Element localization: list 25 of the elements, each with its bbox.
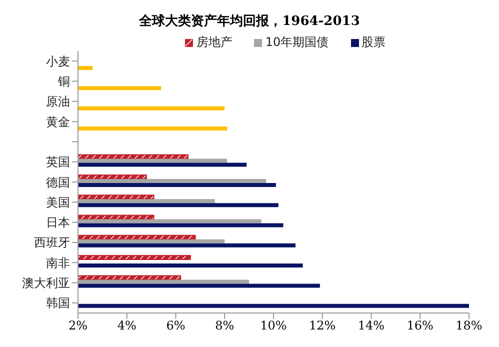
y-tick-label: 南非 — [46, 256, 70, 270]
x-tick-label: 16% — [406, 318, 434, 333]
y-tick-label: 铜 — [57, 74, 70, 88]
y-tick-label: 美国 — [46, 195, 70, 210]
y-tick-label: 德国 — [46, 175, 70, 190]
legend-label: 股票 — [360, 34, 386, 51]
y-tick-label: 小麦 — [46, 54, 70, 68]
chart-title: 全球大类资产年均回报，1964-2013 — [138, 12, 361, 30]
y-tick-label: 日本 — [46, 216, 70, 230]
legend-label: 房地产 — [195, 34, 232, 51]
x-tick-label: 8% — [215, 318, 234, 333]
y-tick-label: 黄金 — [46, 114, 70, 129]
x-tick-label: 4% — [117, 318, 136, 333]
y-tick-label: 澳大利亚 — [22, 276, 70, 290]
x-tick-label: 14% — [358, 318, 385, 333]
x-tick-label: 6% — [166, 318, 186, 333]
y-tick-label: 原油 — [46, 94, 70, 109]
y-tick-label: 英国 — [46, 155, 70, 170]
y-tick-label: 韩国 — [46, 296, 70, 310]
x-tick-label: 2% — [68, 318, 88, 333]
legend-label: 10年期国债 — [264, 34, 329, 51]
x-tick-label: 18% — [456, 318, 482, 333]
y-tick-label: 西班牙 — [34, 236, 70, 250]
x-tick-label: 10% — [260, 318, 287, 333]
x-tick-label: 12% — [309, 318, 336, 333]
